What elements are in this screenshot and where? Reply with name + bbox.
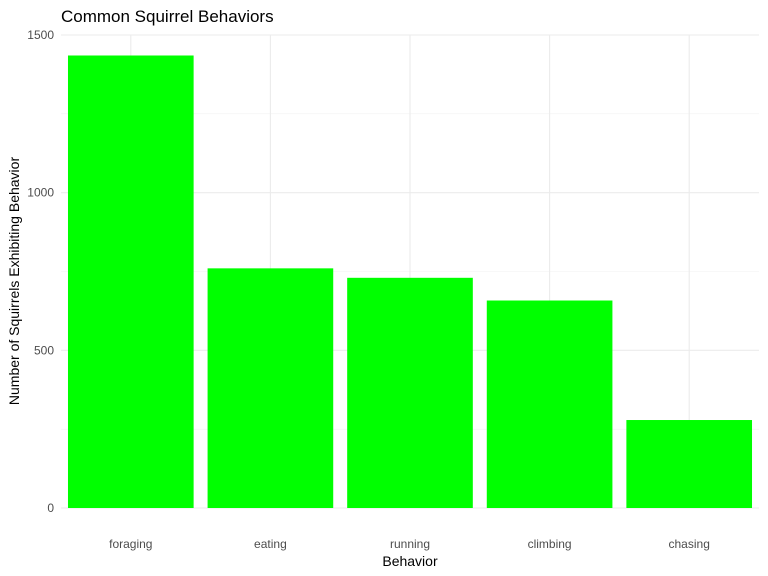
y-axis-ticks: 0 500 1000 1500 — [27, 28, 54, 515]
y-axis-label: Number of Squirrels Exhibiting Behavior — [6, 157, 22, 406]
y-tick-label: 500 — [34, 343, 54, 357]
bar-chasing — [626, 420, 753, 508]
x-axis-label: Behavior — [382, 553, 438, 569]
y-tick-label: 1500 — [27, 28, 54, 42]
x-tick-label: foraging — [109, 537, 152, 551]
bars — [67, 55, 753, 508]
x-axis-ticks: foraging eating running climbing chasing — [109, 537, 710, 551]
y-tick-label: 1000 — [27, 186, 54, 200]
chart-title: Common Squirrel Behaviors — [61, 7, 274, 26]
x-tick-label: running — [390, 537, 430, 551]
bar-foraging — [67, 55, 194, 508]
x-tick-label: climbing — [528, 537, 572, 551]
x-tick-label: eating — [254, 537, 287, 551]
bar-eating — [207, 268, 334, 508]
x-tick-label: chasing — [669, 537, 710, 551]
bar-climbing — [486, 300, 613, 508]
y-tick-label: 0 — [47, 501, 54, 515]
bar-running — [347, 277, 473, 508]
